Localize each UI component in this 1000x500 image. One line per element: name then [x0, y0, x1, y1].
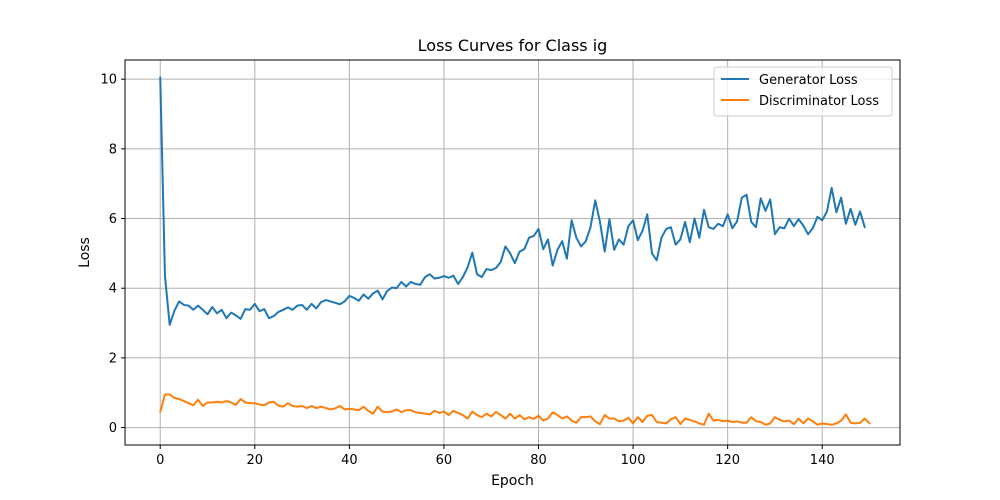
y-tick-label: 10 [100, 73, 117, 88]
generator-loss-line [159, 76, 866, 326]
series-lines [159, 76, 871, 426]
y-tick-label: 2 [109, 351, 117, 366]
x-tick-label: 140 [810, 453, 835, 468]
y-tick-label: 4 [109, 282, 117, 297]
y-axis-label: Loss [77, 237, 93, 268]
x-tick-label: 100 [621, 453, 646, 468]
x-tick-label: 20 [247, 453, 264, 468]
grid-lines [125, 60, 900, 445]
x-tick-label: 40 [341, 453, 358, 468]
legend-label-discriminator: Discriminator Loss [759, 94, 879, 109]
x-tick-label: 80 [530, 453, 547, 468]
axis-ticks: 0 20 40 60 80 100 120 140 0 2 4 6 8 10 [100, 73, 834, 468]
legend-label-generator: Generator Loss [759, 73, 858, 88]
y-tick-label: 6 [109, 212, 117, 227]
chart-title: Loss Curves for Class ig [418, 36, 608, 55]
x-tick-label: 60 [436, 453, 453, 468]
y-tick-label: 8 [109, 142, 117, 157]
legend-box [713, 66, 893, 117]
y-tick-label: 0 [109, 421, 117, 436]
x-axis-label: Epoch [491, 473, 534, 489]
x-tick-label: 0 [156, 453, 164, 468]
discriminator-loss-line [159, 393, 871, 426]
legend: Generator Loss Discriminator Loss [713, 66, 893, 117]
x-tick-label: 120 [715, 453, 740, 468]
plot-frame [124, 59, 901, 446]
